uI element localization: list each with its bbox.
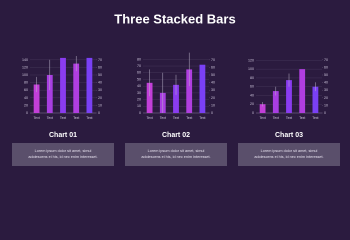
y-tick-label: 140 <box>22 58 28 62</box>
caption-line: adolescens ei his, id nec enim interesse… <box>141 155 210 159</box>
y2-tick-label: 0 <box>324 111 326 115</box>
y2-tick-label: 40 <box>211 81 215 85</box>
y-tick-label: 40 <box>137 84 141 88</box>
y2-tick-label: 60 <box>211 65 215 69</box>
y-tick-label: 70 <box>137 64 141 68</box>
y-tick-label: 0 <box>26 111 28 115</box>
y-tick-label: 120 <box>248 58 254 62</box>
y-tick-label: 40 <box>250 93 254 97</box>
y2-tick-label: 50 <box>324 73 328 77</box>
y2-tick-label: 40 <box>98 81 102 85</box>
x-tick-label: Text <box>273 116 279 120</box>
bar <box>259 104 266 113</box>
caption-line: Lorem ipsum dolor sit amet, simul <box>261 149 318 153</box>
y-tick-label: 120 <box>22 65 28 69</box>
bar <box>60 57 66 113</box>
bar <box>286 80 292 113</box>
caption-box <box>125 143 227 166</box>
caption-line: adolescens ei his, id nec enim interesse… <box>254 155 323 159</box>
chart-title: Chart 01 <box>49 132 77 139</box>
y-tick-label: 20 <box>137 98 141 102</box>
y2-tick-label: 20 <box>98 96 102 100</box>
y-tick-label: 0 <box>252 111 254 115</box>
y2-tick-label: 50 <box>98 73 102 77</box>
x-tick-label: Text <box>33 116 39 120</box>
y-tick-label: 80 <box>250 76 254 80</box>
y-tick-label: 0 <box>139 111 141 115</box>
slide-title: Three Stacked Bars <box>114 11 235 26</box>
y-tick-label: 100 <box>22 73 28 77</box>
y2-tick-label: 0 <box>98 111 100 115</box>
caption-line: Lorem ipsum dolor sit amet, simul <box>148 149 205 153</box>
bar <box>272 91 279 113</box>
y2-tick-label: 30 <box>211 88 215 92</box>
y2-tick-label: 20 <box>211 96 215 100</box>
y-tick-label: 60 <box>137 71 141 75</box>
bar <box>299 69 306 113</box>
y-tick-label: 100 <box>248 67 254 71</box>
y2-tick-label: 30 <box>98 88 102 92</box>
x-tick-label: Text <box>299 116 305 120</box>
x-tick-label: Text <box>60 116 66 120</box>
x-tick-label: Text <box>199 116 205 120</box>
bar <box>199 64 206 113</box>
slide: Three Stacked Bars 020406080100120140010… <box>12 11 340 166</box>
bar <box>86 57 93 113</box>
y2-tick-label: 70 <box>324 58 328 62</box>
y2-tick-label: 30 <box>324 88 328 92</box>
x-tick-label: Text <box>312 116 318 120</box>
y-tick-label: 20 <box>250 102 254 106</box>
y2-tick-label: 10 <box>211 103 215 107</box>
y2-tick-label: 70 <box>211 58 215 62</box>
x-tick-label: Text <box>47 116 53 120</box>
caption-line: adolescens ei his, id nec enim interesse… <box>28 155 97 159</box>
caption-line: Lorem ipsum dolor sit amet, simul <box>35 149 92 153</box>
y-tick-label: 40 <box>24 96 28 100</box>
y-tick-label: 80 <box>24 81 28 85</box>
y-tick-label: 60 <box>24 88 28 92</box>
bar <box>46 75 53 113</box>
x-tick-label: Text <box>160 116 166 120</box>
x-tick-label: Text <box>173 116 179 120</box>
x-tick-label: Text <box>286 116 292 120</box>
bar <box>33 84 40 113</box>
page: {"title": "Three Stacked Bars", "chart_d… <box>12 11 340 166</box>
y2-tick-label: 60 <box>98 65 102 69</box>
x-tick-label: Text <box>146 116 152 120</box>
y-tick-label: 10 <box>137 104 141 108</box>
bar <box>73 63 80 113</box>
y2-tick-label: 40 <box>324 81 328 85</box>
y-tick-label: 50 <box>137 77 141 81</box>
y2-tick-label: 20 <box>324 96 328 100</box>
x-tick-label: Text <box>186 116 192 120</box>
x-tick-label: Text <box>86 116 92 120</box>
x-tick-label: Text <box>73 116 79 120</box>
y-tick-label: 60 <box>250 85 254 89</box>
x-tick-label: Text <box>259 116 265 120</box>
bar <box>186 69 193 113</box>
bar <box>173 84 179 113</box>
y-tick-label: 80 <box>137 57 141 61</box>
y2-tick-label: 10 <box>324 103 328 107</box>
bar <box>312 86 319 113</box>
y2-tick-label: 10 <box>98 103 102 107</box>
chart-title: Chart 03 <box>275 132 303 139</box>
y2-tick-label: 60 <box>324 65 328 69</box>
bar <box>146 82 153 113</box>
y2-tick-label: 50 <box>211 73 215 77</box>
y-tick-label: 30 <box>137 91 141 95</box>
y-tick-label: 20 <box>24 103 28 107</box>
caption-box <box>12 143 114 166</box>
caption-box <box>238 143 340 166</box>
y2-tick-label: 0 <box>211 111 213 115</box>
chart-title: Chart 02 <box>162 132 190 139</box>
y2-tick-label: 70 <box>98 58 102 62</box>
